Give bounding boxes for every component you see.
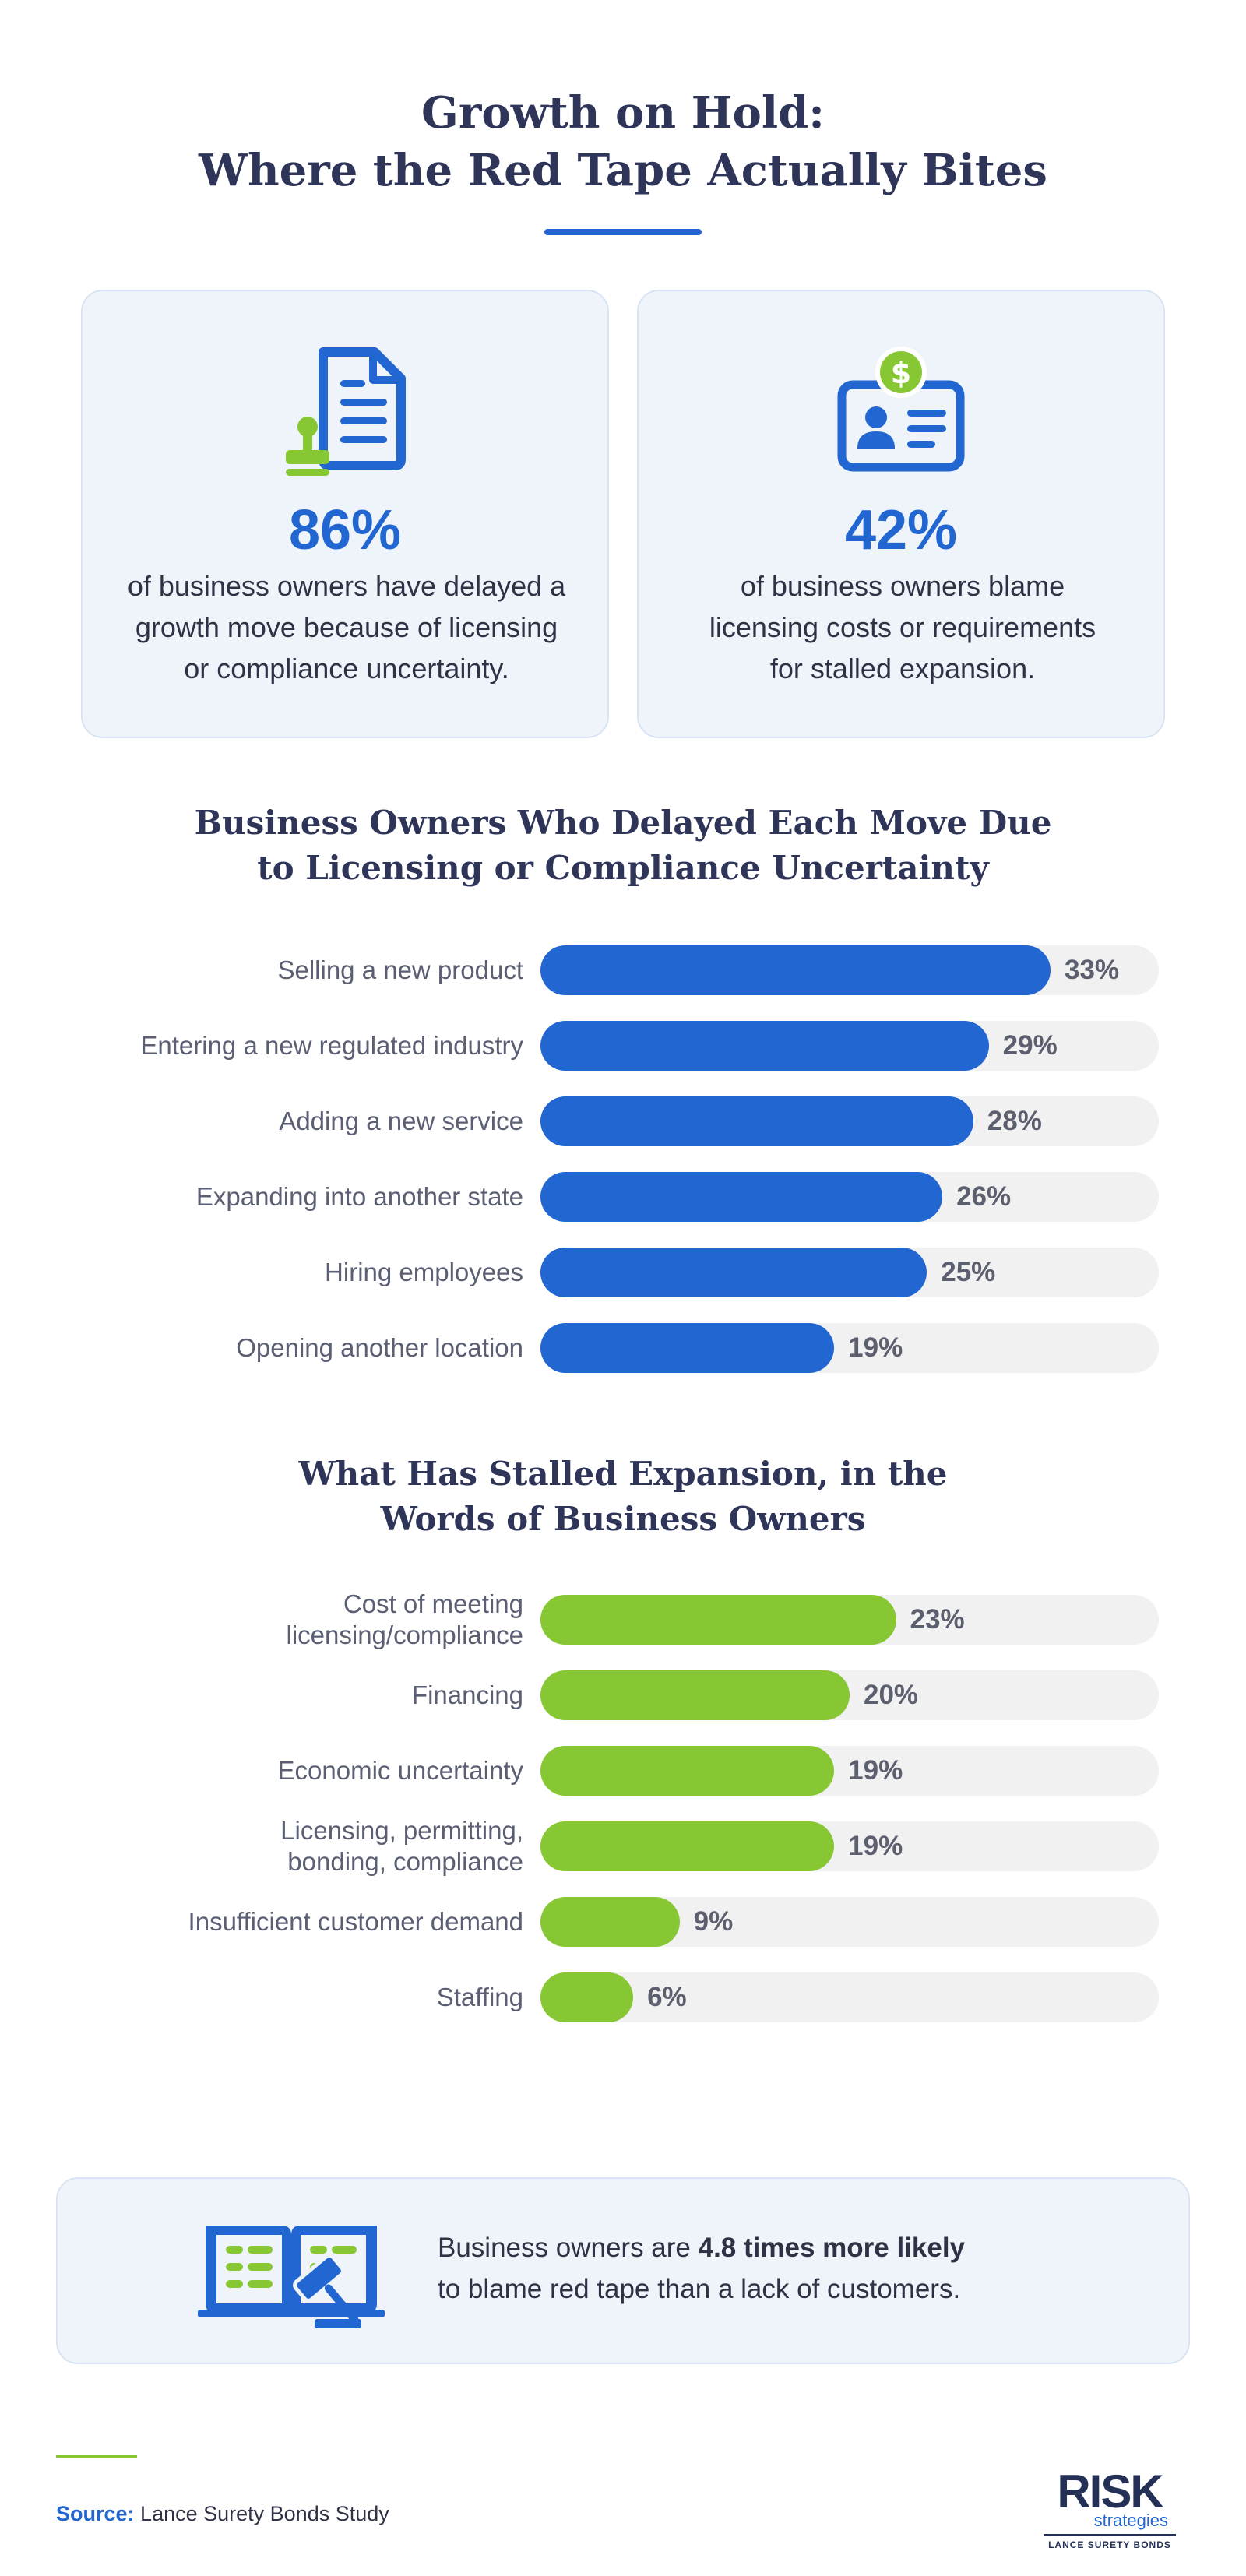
callout-text: Business owners are 4.8 times more likel…: [438, 2227, 1139, 2310]
bar-row: Opening another location 19%: [0, 1323, 1246, 1373]
bar-value-label: 33%: [1065, 955, 1120, 985]
page-title-line-1: Growth on Hold:: [421, 87, 825, 139]
callout-suffix: to blame red tape than a lack of custome…: [438, 2274, 961, 2304]
bar-value-label: 19%: [848, 1831, 903, 1861]
bar-value-label: 28%: [987, 1106, 1042, 1136]
bar-value-label: 6%: [647, 1982, 687, 2012]
logo-footer-text: LANCE SURETY BONDS: [1048, 2539, 1171, 2550]
bar-value-label: 9%: [693, 1906, 734, 1937]
stat-description-line: of business owners blame: [740, 570, 1065, 602]
bar-category-label: Staffing: [436, 1983, 523, 2011]
bar-row: Adding a new service 28%: [0, 1096, 1246, 1146]
chart-1-title: Business Owners Who Delayed Each Move Du…: [0, 801, 1246, 891]
logo-divider: [1044, 2534, 1176, 2536]
bar-category-label: Insufficient customer demand: [188, 1907, 523, 1936]
stat-description-line: licensing costs or requirements: [709, 611, 1096, 643]
bar: [540, 1670, 850, 1720]
stat-description: of business owners blame licensing costs…: [654, 565, 1151, 689]
license-dollar-icon: $: [639, 346, 1163, 486]
stat-description-line: of business owners have delayed a: [127, 570, 566, 602]
bar-value-label: 25%: [941, 1257, 996, 1287]
chart-title-line: to Licensing or Compliance Uncertainty: [257, 849, 989, 887]
bar-row: Selling a new product 33%: [0, 945, 1246, 995]
source-text: Lance Surety Bonds Study: [140, 2502, 389, 2525]
bar: [540, 1248, 927, 1297]
stat-description: of business owners have delayed a growth…: [98, 565, 595, 689]
bar-category-label: Adding a new service: [279, 1107, 523, 1135]
bar-value-label: 29%: [1002, 1030, 1058, 1061]
bar-row: Insufficient customer demand 9%: [0, 1897, 1246, 1947]
chart-2-title: What Has Stalled Expansion, in the Words…: [0, 1452, 1246, 1542]
bar-row: Entering a new regulated industry 29%: [0, 1021, 1246, 1071]
page-title-line-2: Where the Red Tape Actually Bites: [199, 145, 1047, 196]
bar: [540, 1897, 680, 1947]
bar-row: Hiring employees 25%: [0, 1248, 1246, 1297]
footer-accent-rule: [56, 2455, 137, 2458]
logo-subtitle: strategies: [1093, 2511, 1168, 2530]
book-gavel-icon: [198, 2210, 385, 2335]
risk-strategies-logo: RISK strategies LANCE SURETY BONDS: [1044, 2467, 1176, 2553]
bar-row: Expanding into another state 26%: [0, 1172, 1246, 1222]
callout-prefix: Business owners are: [438, 2233, 699, 2263]
bar: [540, 1323, 835, 1373]
stat-description-line: growth move because of licensing: [135, 611, 558, 643]
stat-value-42: 42%: [844, 499, 958, 561]
bar-category-label: Hiring employees: [325, 1258, 523, 1286]
bar-row: Financing 20%: [0, 1670, 1246, 1720]
bar-value-label: 26%: [956, 1181, 1012, 1212]
bar-category-label: Financing: [411, 1680, 523, 1709]
bar-category-label: Cost of meeting licensing/compliance: [286, 1589, 524, 1649]
bar-value-label: 23%: [910, 1604, 965, 1635]
bar-row: Economic uncertainty 19%: [0, 1746, 1246, 1796]
callout-emphasis: 4.8 times more likely: [698, 2233, 966, 2263]
bar: [540, 1021, 989, 1071]
document-stamp-icon: [83, 346, 607, 486]
stat-description-line: for stalled expansion.: [769, 653, 1036, 684]
bar-category-label: Expanding into another state: [195, 1182, 523, 1211]
bar-value-label: 19%: [848, 1332, 903, 1363]
logo-wordmark: RISK: [1057, 2465, 1163, 2518]
bar-track: [540, 1972, 1159, 2022]
bar-category-label: Licensing, permitting, bonding, complianc…: [280, 1816, 523, 1876]
bar: [540, 1172, 943, 1222]
stat-card-delayed: 86% of business owners have delayed a gr…: [81, 290, 609, 738]
stat-value-86: 86%: [288, 499, 402, 561]
bar-row: Staffing 6%: [0, 1972, 1246, 2022]
bar-row: Licensing, permitting, bonding, complianc…: [0, 1816, 1246, 1876]
stat-card-blame: $ 42% of business owners blame licensing…: [637, 290, 1165, 738]
svg-text:$: $: [891, 356, 911, 390]
chart-title-line: Business Owners Who Delayed Each Move Du…: [194, 804, 1052, 842]
key-finding-callout: Business owners are 4.8 times more likel…: [56, 2177, 1190, 2364]
bar-category-label: Economic uncertainty: [277, 1756, 523, 1785]
bar-category-label: Entering a new regulated industry: [140, 1031, 523, 1060]
bar-category-label: Opening another location: [236, 1333, 523, 1362]
bar-value-label: 19%: [848, 1755, 903, 1786]
source-label: Source:: [56, 2502, 135, 2525]
bar: [540, 1096, 973, 1146]
stat-description-line: or compliance uncertainty.: [184, 653, 509, 684]
bar: [540, 1972, 634, 2022]
bar-value-label: 20%: [864, 1680, 919, 1710]
bar-row: Cost of meeting licensing/compliance 23%: [0, 1589, 1246, 1649]
chart-title-line: Words of Business Owners: [380, 1500, 866, 1538]
bar-category-label: Selling a new product: [277, 955, 523, 984]
bar: [540, 1821, 835, 1871]
bar: [540, 945, 1051, 995]
source-citation: Source: Lance Surety Bonds Study: [56, 2500, 389, 2528]
bar: [540, 1746, 835, 1796]
title-underline: [544, 229, 702, 235]
page-title: Growth on Hold: Where the Red Tape Actua…: [0, 84, 1246, 199]
bar: [540, 1595, 896, 1645]
chart-title-line: What Has Stalled Expansion, in the: [298, 1455, 948, 1493]
